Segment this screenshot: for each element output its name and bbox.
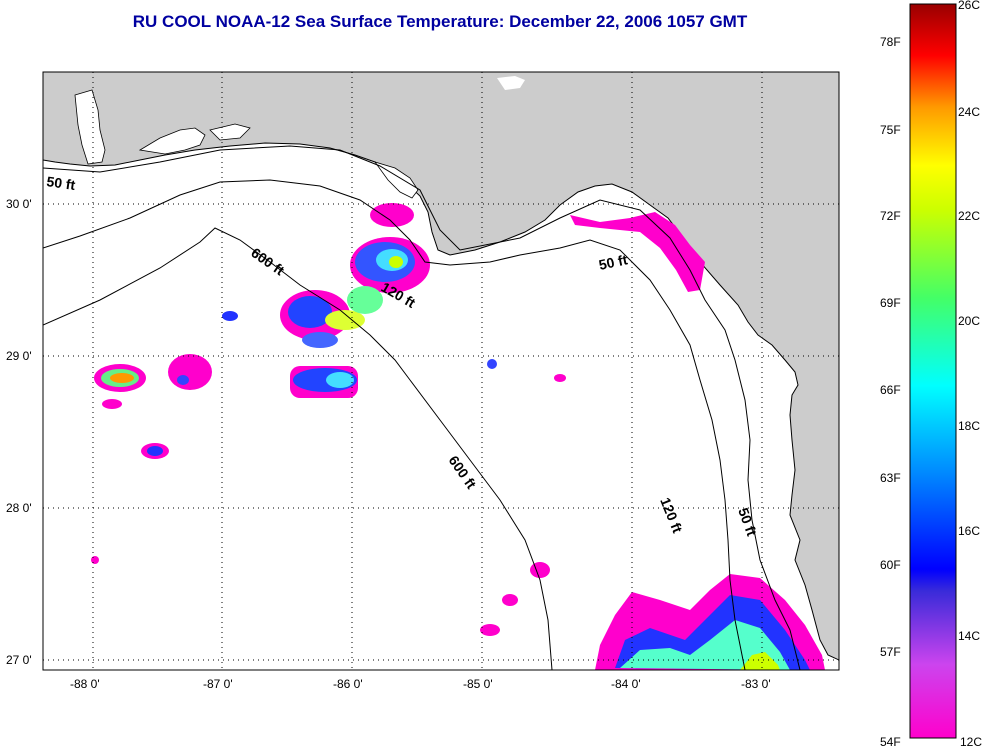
lon-label: -84 0' [611,677,641,691]
lat-label: 30 0' [6,197,32,211]
cb-celsius: 12C [960,735,982,749]
sst-patches [91,203,825,670]
longitude-axis: -88 0' -87 0' -86 0' -85 0' -84 0' -83 0… [70,677,771,691]
plot-frame [42,71,840,671]
colorbar: 26C 24C 22C 20C 18C 16C 14C 12C 78F 75F … [880,0,982,749]
mobile-bay [74,89,106,165]
latitude-axis: 30 0' 29 0' 28 0' 27 0' [6,197,32,667]
lon-label: -88 0' [70,677,100,691]
cb-fahrenheit: 57F [880,645,901,659]
cb-celsius: 14C [958,629,980,643]
contour-120ft [43,179,746,670]
lat-label: 29 0' [6,349,32,363]
cb-fahrenheit: 66F [880,383,901,397]
colorbar-gradient [909,3,957,739]
contour-50ft-west [43,145,801,670]
cb-celsius: 26C [958,0,980,12]
map-title: RU COOL NOAA-12 Sea Surface Temperature:… [132,12,748,31]
cb-fahrenheit: 69F [880,296,901,310]
lon-label: -87 0' [203,677,233,691]
lon-label: -83 0' [741,677,771,691]
cb-fahrenheit: 60F [880,558,901,572]
cb-fahrenheit: 75F [880,123,901,137]
lake-fragment [497,76,525,90]
cb-celsius: 22C [958,209,980,223]
cb-fahrenheit: 63F [880,471,901,485]
cb-celsius: 24C [958,105,980,119]
contour-600ft [43,227,553,670]
cb-celsius: 18C [958,419,980,433]
choctaw-bay [209,123,251,141]
land-mass [43,72,839,661]
lat-label: 27 0' [6,653,32,667]
pensacola-bay [138,127,206,155]
cb-celsius: 20C [958,314,980,328]
cb-fahrenheit: 54F [880,735,901,749]
lat-label: 28 0' [6,501,32,515]
cb-fahrenheit: 78F [880,35,901,49]
apalachee-bay [373,161,419,199]
lon-label: -86 0' [333,677,363,691]
contour-label-50ft: 50 ft [46,173,77,193]
lon-label: -85 0' [463,677,493,691]
contour-label-50ft: 50 ft [597,251,629,273]
cb-fahrenheit: 72F [880,209,901,223]
cb-celsius: 16C [958,524,980,538]
